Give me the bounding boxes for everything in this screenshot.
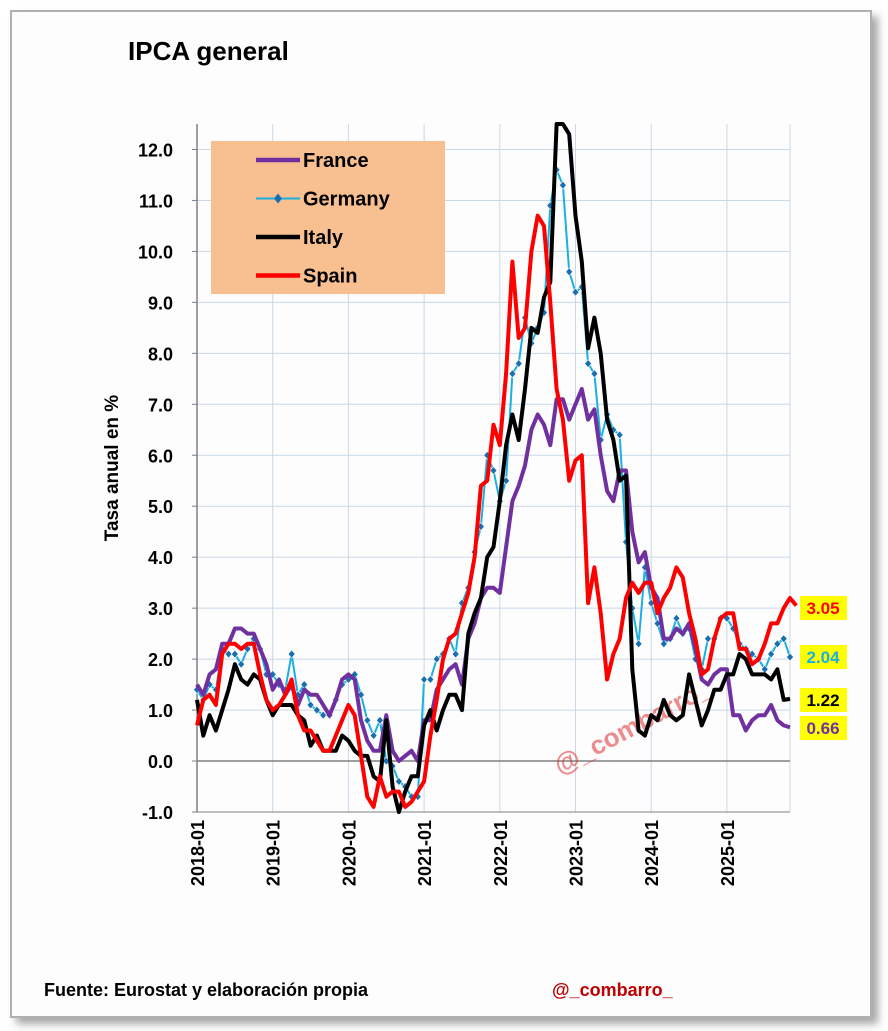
end-label-italy: 1.22	[806, 691, 839, 710]
germany-point	[224, 649, 233, 659]
y-tick-label: 9.0	[148, 293, 173, 313]
germany-point	[767, 649, 775, 659]
germany-point	[287, 649, 296, 659]
germany-point	[779, 634, 788, 644]
y-tick-label: 7.0	[148, 395, 173, 415]
germany-point	[514, 359, 523, 368]
y-tick-label: 3.0	[148, 599, 173, 619]
axes	[196, 124, 790, 813]
germany-point	[571, 287, 580, 297]
end-label-bg	[800, 716, 847, 740]
y-tick-label: 8.0	[148, 344, 173, 364]
y-axis-ticks: 12.0 11.0 10.0 9.0 8.0 7.0 6.0 5.0 4.0 3.0 2.0 1.0 0…	[138, 140, 197, 823]
germany-point	[319, 710, 328, 720]
end-label-bg	[800, 645, 847, 669]
x-tick-label: 2024-01	[642, 820, 662, 886]
x-tick-label: 2025-01	[718, 820, 738, 886]
end-labels: 0.66 2.04 1.22 3.05	[800, 596, 847, 740]
y-tick-label: 12.0	[138, 140, 173, 160]
germany-point	[363, 715, 372, 725]
legend-box	[211, 141, 445, 294]
end-label-spain: 3.05	[806, 599, 839, 618]
legend-label-italy: Italy	[303, 227, 344, 249]
legend-marker	[274, 193, 282, 204]
germany-point	[786, 652, 794, 662]
germany-point	[634, 639, 643, 649]
germany-point	[704, 634, 712, 644]
chart-title: IPCA general	[128, 36, 289, 66]
x-tick-label: 2022-01	[491, 820, 511, 886]
y-tick-label: 6.0	[148, 446, 173, 466]
legend-label-germany: Germany	[303, 189, 391, 211]
germany-point	[451, 649, 460, 659]
x-axis-ticks: 2018-01 2019-01 2020-01 2021-01 2022-01 2023-…	[188, 820, 738, 886]
germany-point	[426, 675, 435, 684]
series-line-spain	[195, 213, 798, 809]
y-tick-label: 2.0	[148, 650, 173, 670]
germany-point	[590, 369, 599, 379]
germany-point	[615, 430, 624, 440]
germany-point	[230, 649, 239, 659]
germany-point	[508, 369, 517, 379]
germany-point	[672, 613, 681, 623]
germany-point	[369, 731, 378, 741]
germany-point	[432, 654, 441, 664]
germany-point	[773, 639, 782, 649]
germany-point	[558, 180, 567, 190]
y-tick-label: 11.0	[139, 191, 173, 211]
germany-point	[489, 466, 498, 476]
germany-point	[420, 675, 429, 684]
y-tick-label: 5.0	[148, 497, 173, 517]
x-tick-label: 2023-01	[567, 820, 587, 886]
germany-point	[565, 267, 574, 277]
footer-handle: @_combarro_	[552, 980, 674, 1000]
germany-point	[748, 649, 757, 659]
y-tick-label: -1.0	[142, 803, 173, 823]
germany-point	[659, 639, 668, 649]
germany-point	[394, 776, 403, 786]
x-tick-label: 2020-01	[339, 820, 359, 886]
germany-point	[306, 700, 315, 710]
y-tick-label: 1.0	[148, 701, 173, 721]
germany-point	[312, 705, 321, 715]
germany-point	[376, 715, 384, 725]
x-tick-label: 2021-01	[415, 820, 435, 886]
end-label-bg	[800, 596, 847, 620]
y-tick-label: 10.0	[138, 242, 173, 262]
germany-point	[237, 659, 246, 669]
y-tick-label: 0.0	[148, 752, 173, 772]
x-tick-label: 2018-01	[188, 820, 208, 886]
footer-source: Fuente: Eurostat y elaboración propia	[44, 980, 369, 1000]
legend-label-france: France	[303, 150, 369, 172]
end-label-france: 0.66	[806, 719, 839, 738]
legend-label-spain: Spain	[303, 266, 357, 288]
series-lines	[193, 122, 798, 814]
y-axis-label: Tasa anual en %	[102, 395, 123, 542]
end-label-germany: 2.04	[806, 648, 840, 667]
germany-point	[584, 359, 593, 368]
end-label-bg	[800, 688, 847, 712]
legend: France Germany Italy Spain	[211, 141, 445, 294]
x-tick-label: 2019-01	[264, 820, 284, 886]
y-tick-label: 4.0	[148, 548, 173, 568]
